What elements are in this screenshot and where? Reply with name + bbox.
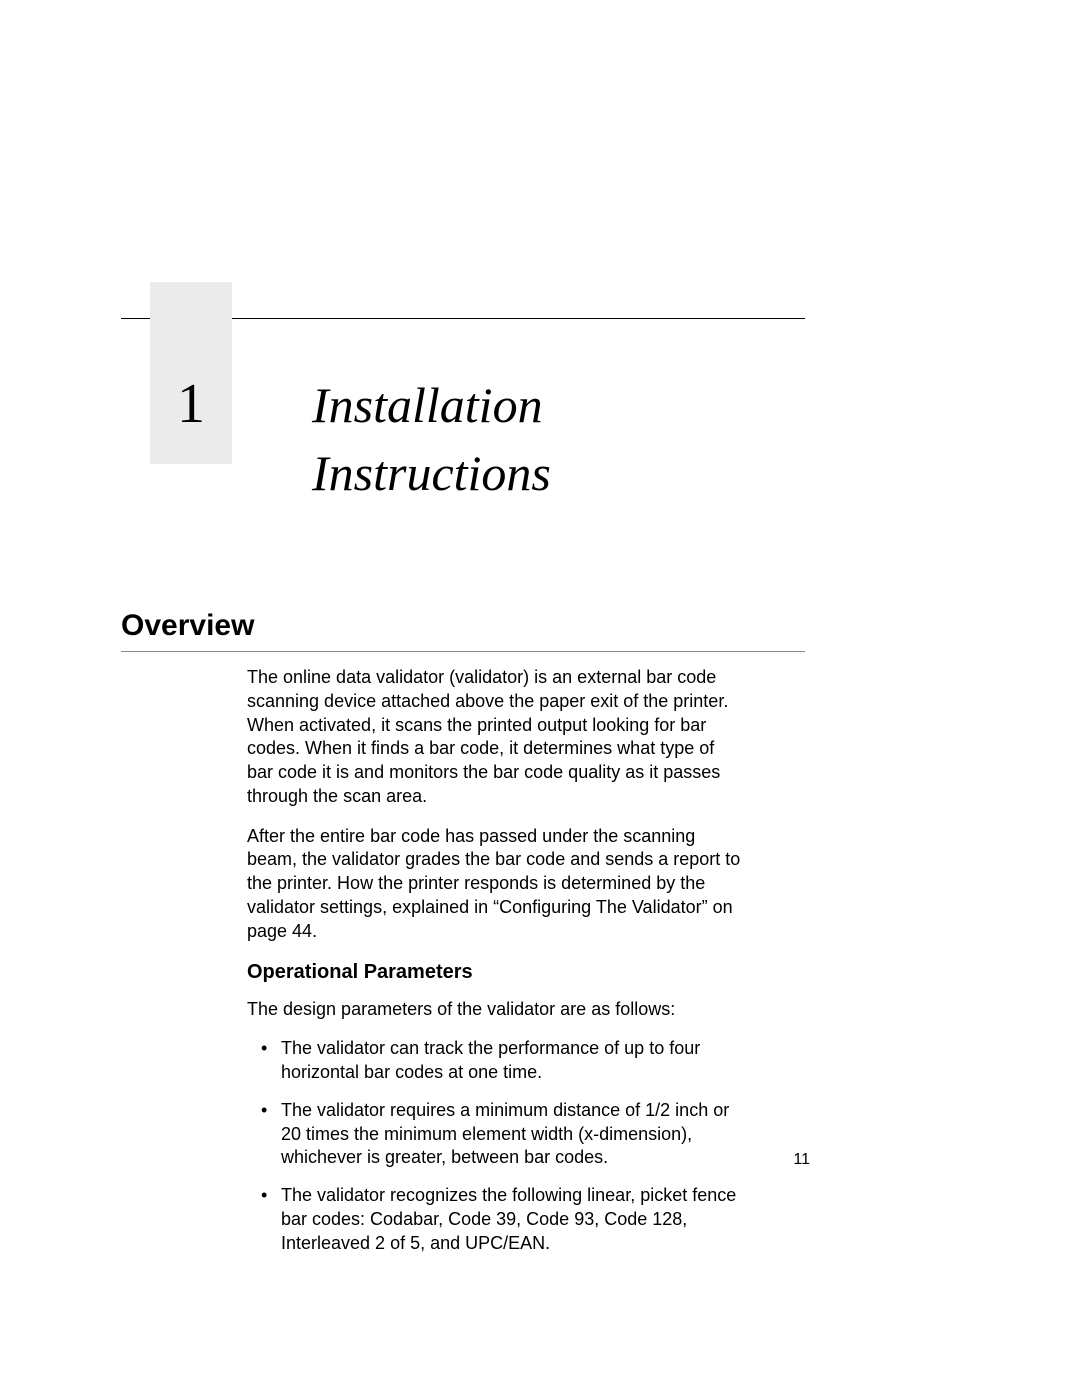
subsection-heading: Operational Parameters <box>247 959 745 985</box>
page-number: 11 <box>793 1151 810 1169</box>
list-item: The validator requires a minimum distanc… <box>247 1099 745 1170</box>
section-rule <box>121 651 805 652</box>
chapter-number: 1 <box>177 372 205 436</box>
body-column: The online data validator (validator) is… <box>247 666 745 1269</box>
chapter-title-line-2: Instructions <box>312 445 551 501</box>
section-heading: Overview <box>121 609 254 643</box>
chapter-title-line-1: Installation <box>312 377 543 433</box>
overview-paragraph-2: After the entire bar code has passed und… <box>247 825 745 944</box>
subsection-lead-in: The design parameters of the validator a… <box>247 998 745 1022</box>
overview-paragraph-1: The online data validator (validator) is… <box>247 666 745 809</box>
bullet-list: The validator can track the performance … <box>247 1037 745 1255</box>
document-page: 1 Installation Instructions Overview The… <box>0 0 1080 1397</box>
list-item: The validator recognizes the following l… <box>247 1184 745 1255</box>
chapter-title: Installation Instructions <box>312 372 551 507</box>
chapter-number-box: 1 <box>150 282 232 464</box>
list-item: The validator can track the performance … <box>247 1037 745 1085</box>
